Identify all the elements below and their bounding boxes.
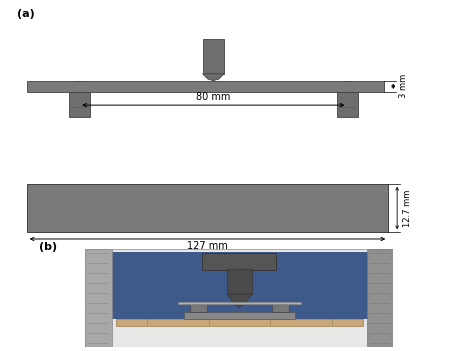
Bar bbox=[202, 39, 224, 74]
Text: 80 mm: 80 mm bbox=[196, 92, 230, 102]
Polygon shape bbox=[202, 74, 224, 81]
Bar bbox=[184, 312, 295, 319]
Text: (a): (a) bbox=[17, 9, 35, 19]
Bar bbox=[272, 304, 289, 312]
Bar bbox=[116, 319, 363, 326]
Bar bbox=[178, 302, 301, 304]
Bar bbox=[69, 92, 90, 117]
Bar bbox=[337, 92, 358, 117]
Text: 3 mm: 3 mm bbox=[399, 74, 408, 98]
Bar bbox=[202, 253, 276, 270]
Bar bbox=[27, 184, 388, 232]
Bar bbox=[227, 269, 252, 294]
Bar bbox=[85, 249, 111, 347]
Polygon shape bbox=[337, 81, 358, 92]
Polygon shape bbox=[69, 81, 90, 92]
Text: 127 mm: 127 mm bbox=[187, 241, 228, 251]
Bar bbox=[110, 252, 369, 319]
Bar bbox=[98, 252, 381, 274]
Bar bbox=[367, 249, 393, 347]
Bar bbox=[27, 81, 384, 92]
Bar bbox=[190, 304, 207, 312]
Polygon shape bbox=[227, 294, 252, 307]
Text: (b): (b) bbox=[39, 242, 57, 252]
Text: 12.7 mm: 12.7 mm bbox=[402, 189, 411, 227]
